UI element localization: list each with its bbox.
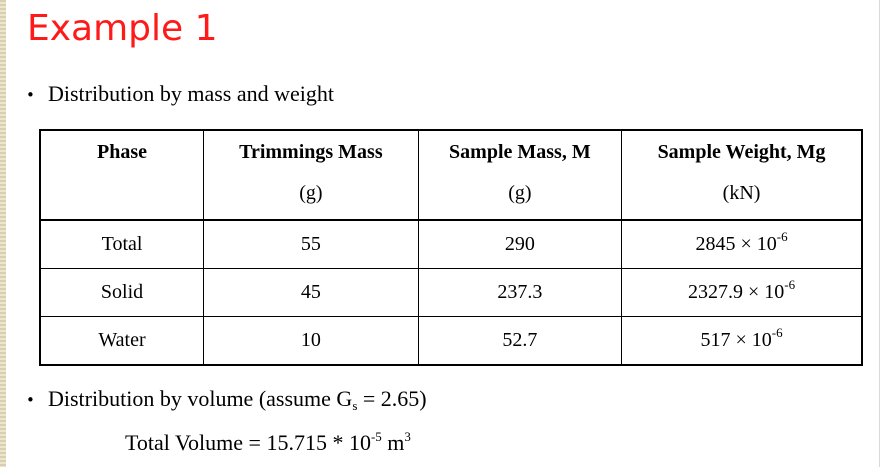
times: × 10 — [735, 329, 772, 351]
header-unit: (kN) — [722, 182, 761, 204]
table-row: Water 10 52.7 517 × 10-6 — [39, 316, 863, 366]
mantissa: 2327.9 — [687, 281, 743, 303]
header-cell: Trimmings Mass (g) — [203, 129, 419, 221]
exponent: -5 — [370, 429, 382, 444]
header-unit: (g) — [299, 182, 323, 204]
table-cell: 237.3 — [417, 268, 623, 317]
table-cell: 10 — [203, 316, 419, 366]
exponent: -6 — [771, 325, 783, 340]
decor-strip — [0, 0, 6, 467]
bullet-text: Distribution by volume (assume G — [48, 386, 353, 411]
bullet: Distribution by mass and weight — [26, 81, 334, 107]
header-cell: Sample Mass, M (g) — [417, 129, 623, 221]
header-name: Sample Weight, Mg — [657, 141, 826, 163]
unit: m — [387, 430, 405, 455]
header-row: Phase Trimmings Mass (g) Sample Mass, M (g) S… — [39, 129, 863, 221]
times: × 10 — [747, 281, 785, 303]
mantissa: 517 — [700, 329, 731, 351]
exponent: -6 — [784, 277, 796, 292]
header-name: Phase — [97, 141, 148, 163]
table-cell: Total — [39, 219, 205, 269]
exponent: 3 — [404, 429, 411, 444]
mantissa: 2845 — [695, 233, 736, 255]
table-row: Solid 45 237.3 2327.9 × 10-6 — [39, 268, 863, 317]
header-cell: Sample Weight, Mg (kN) — [621, 129, 863, 221]
formula-text: Total Volume = 15.715 * 10 — [125, 430, 371, 455]
title: Example 1 — [27, 8, 218, 49]
formula: Total Volume = 15.715 * 10-5 m3 — [125, 430, 411, 456]
header-unit: (g) — [508, 182, 532, 204]
table-cell: 2327.9 × 10-6 — [621, 268, 863, 317]
subscript: s — [352, 398, 358, 413]
exponent: -6 — [776, 229, 788, 244]
table-row: Total 55 290 2845 × 10-6 — [39, 219, 863, 269]
table-cell: Solid — [39, 268, 205, 317]
table-cell: 45 — [203, 268, 419, 317]
times: × 10 — [740, 233, 777, 255]
header-name: Sample Mass, M — [449, 141, 591, 163]
header-cell: Phase — [39, 129, 205, 221]
table-cell: 290 — [417, 219, 623, 269]
table-cell: 517 × 10-6 — [621, 316, 863, 366]
header-name: Trimmings Mass — [239, 141, 383, 163]
bullet: Distribution by volume (assume Gs = 2.65… — [26, 386, 427, 413]
bullet-text: Distribution by mass and weight — [48, 81, 334, 106]
table-cell: 52.7 — [417, 316, 623, 366]
bullet-text: = 2.65) — [362, 386, 427, 411]
edge-line — [879, 0, 880, 467]
table-cell: Water — [39, 316, 205, 366]
table-cell: 2845 × 10-6 — [621, 219, 863, 269]
table-cell: 55 — [203, 219, 419, 269]
table: Phase Trimmings Mass (g) Sample Mass, M (g) S… — [39, 129, 863, 366]
